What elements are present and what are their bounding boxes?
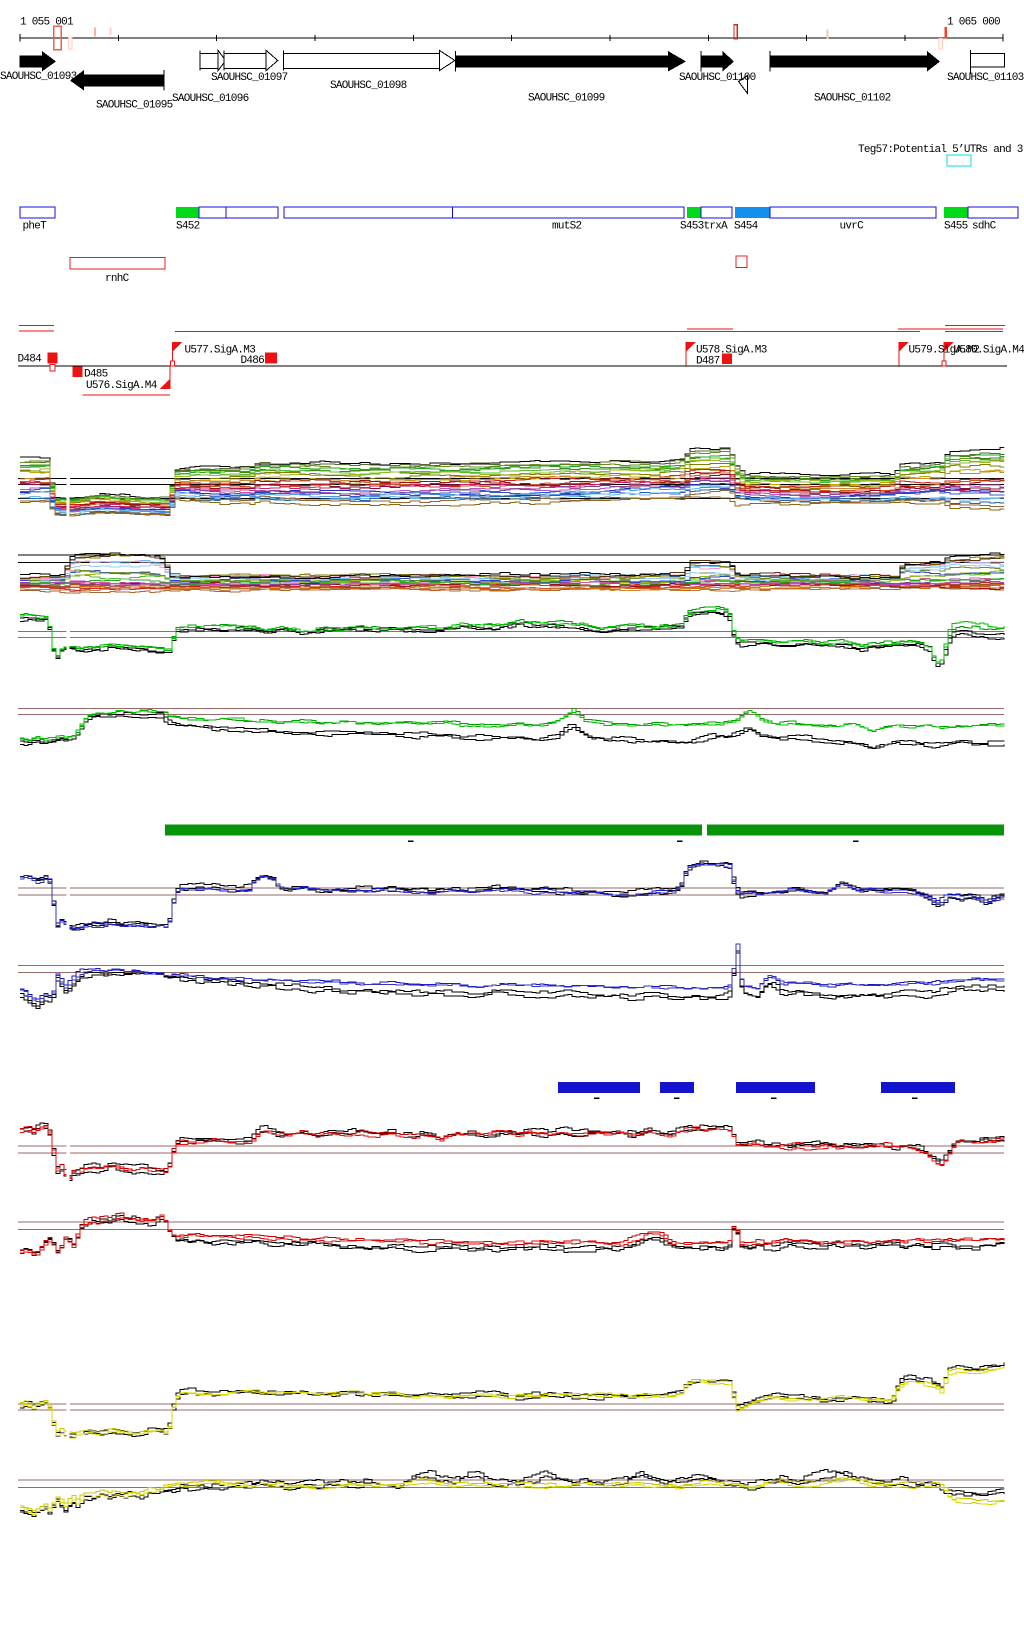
svg-text:U579.SigA.M2: U579.SigA.M2 xyxy=(909,345,980,357)
svg-text:SAOUHSC_01097: SAOUHSC_01097 xyxy=(211,72,288,84)
svg-text:SAOUHSC_01103: SAOUHSC_01103 xyxy=(947,72,1024,84)
svg-text:D487: D487 xyxy=(696,356,720,368)
svg-text:pheT: pheT xyxy=(23,221,48,233)
svg-text:U578.SigA.M3: U578.SigA.M3 xyxy=(696,345,767,357)
svg-text:D484: D484 xyxy=(18,354,43,366)
svg-text:S455: S455 xyxy=(944,221,968,233)
svg-text:U576.SigA.M4: U576.SigA.M4 xyxy=(86,380,158,392)
svg-text:SAOUHSC_01098: SAOUHSC_01098 xyxy=(330,80,407,92)
svg-text:U580.SigA.M4: U580.SigA.M4 xyxy=(954,345,1024,357)
svg-text:uvrC: uvrC xyxy=(840,221,865,233)
svg-text:S453: S453 xyxy=(680,221,704,233)
svg-text:SAOUHSC_01099: SAOUHSC_01099 xyxy=(528,93,605,105)
svg-text:Teg57:Potential 5’UTRs and 3: Teg57:Potential 5’UTRs and 3 xyxy=(858,144,1023,156)
svg-text:1 065 000: 1 065 000 xyxy=(947,17,1000,29)
svg-text:1 055 001: 1 055 001 xyxy=(20,17,74,29)
svg-text:SAOUHSC_01096: SAOUHSC_01096 xyxy=(172,93,249,105)
svg-text:S454: S454 xyxy=(734,221,759,233)
svg-text:rnhC: rnhC xyxy=(105,273,130,285)
svg-text:U577.SigA.M3: U577.SigA.M3 xyxy=(185,345,256,357)
svg-text:D485: D485 xyxy=(84,369,108,381)
svg-text:trxA: trxA xyxy=(704,221,729,233)
svg-text:SAOUHSC_01095: SAOUHSC_01095 xyxy=(96,100,173,112)
svg-text:SAOUHSC_01102: SAOUHSC_01102 xyxy=(814,93,891,105)
svg-text:D486: D486 xyxy=(241,355,265,367)
svg-text:SAOUHSC_01093: SAOUHSC_01093 xyxy=(0,71,77,83)
svg-text:mutS2: mutS2 xyxy=(552,221,582,233)
svg-text:SAOUHSC_01100: SAOUHSC_01100 xyxy=(679,72,756,84)
svg-text:S452: S452 xyxy=(176,221,200,233)
svg-text:sdhC: sdhC xyxy=(972,221,997,233)
